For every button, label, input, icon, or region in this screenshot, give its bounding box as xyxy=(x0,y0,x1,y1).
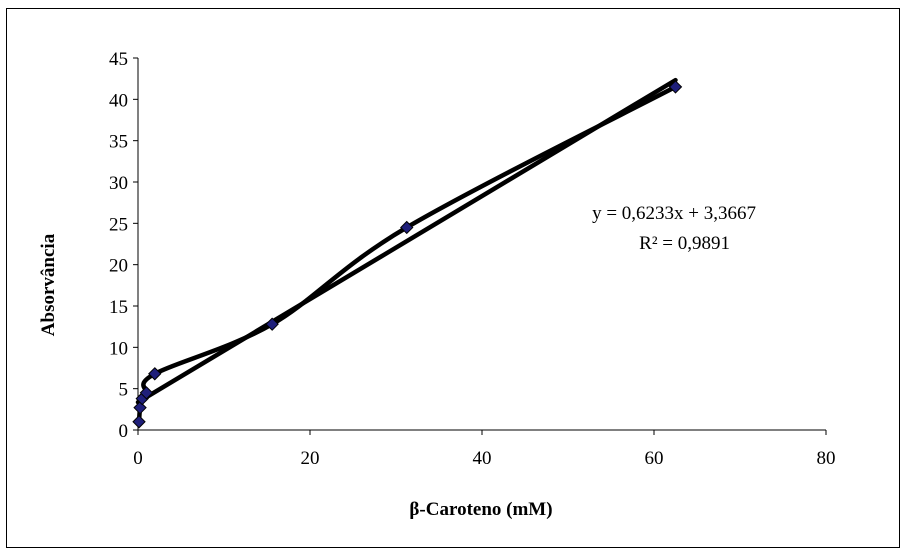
y-tick-label: 10 xyxy=(109,338,128,359)
r-squared-label: R² = 0,9891 xyxy=(639,233,730,254)
data-point xyxy=(148,367,162,381)
y-tick-label: 0 xyxy=(119,421,129,442)
data-point xyxy=(133,400,147,415)
x-axis-title: β-Caroteno (mM) xyxy=(409,499,552,520)
x-tick-label: 20 xyxy=(301,448,320,469)
data-point xyxy=(668,80,683,94)
data-points xyxy=(132,80,683,429)
y-axis-ticks: 0 5 10 15 20 25 30 35 40 45 xyxy=(109,49,138,442)
data-point xyxy=(400,220,414,235)
y-tick-label: 35 xyxy=(109,132,128,153)
x-axis-ticks: 0 20 40 60 80 xyxy=(133,430,836,469)
data-point xyxy=(139,386,154,400)
x-tick-label: 80 xyxy=(817,448,836,469)
y-tick-label: 5 xyxy=(119,380,129,401)
trendline-equation: y = 0,6233x + 3,3667 xyxy=(592,203,756,224)
linear-trendline xyxy=(135,77,678,405)
scatter-chart: 0 5 10 15 20 25 30 35 40 45 0 20 40 60 80 y = 0,6233x… xyxy=(38,49,836,520)
smoothed-series-line xyxy=(136,84,678,424)
x-tick-label: 40 xyxy=(473,448,492,469)
y-tick-label: 45 xyxy=(109,49,128,70)
x-tick-label: 60 xyxy=(645,448,664,469)
y-tick-label: 25 xyxy=(109,214,128,235)
y-tick-label: 15 xyxy=(109,297,128,318)
chart-frame xyxy=(6,8,900,548)
x-tick-label: 0 xyxy=(133,448,143,469)
y-axis-title: Absorvância xyxy=(38,233,59,336)
data-point xyxy=(265,317,279,331)
data-point xyxy=(132,415,146,429)
y-tick-label: 20 xyxy=(109,256,128,277)
y-tick-label: 40 xyxy=(109,90,128,111)
y-tick-label: 30 xyxy=(109,173,128,194)
